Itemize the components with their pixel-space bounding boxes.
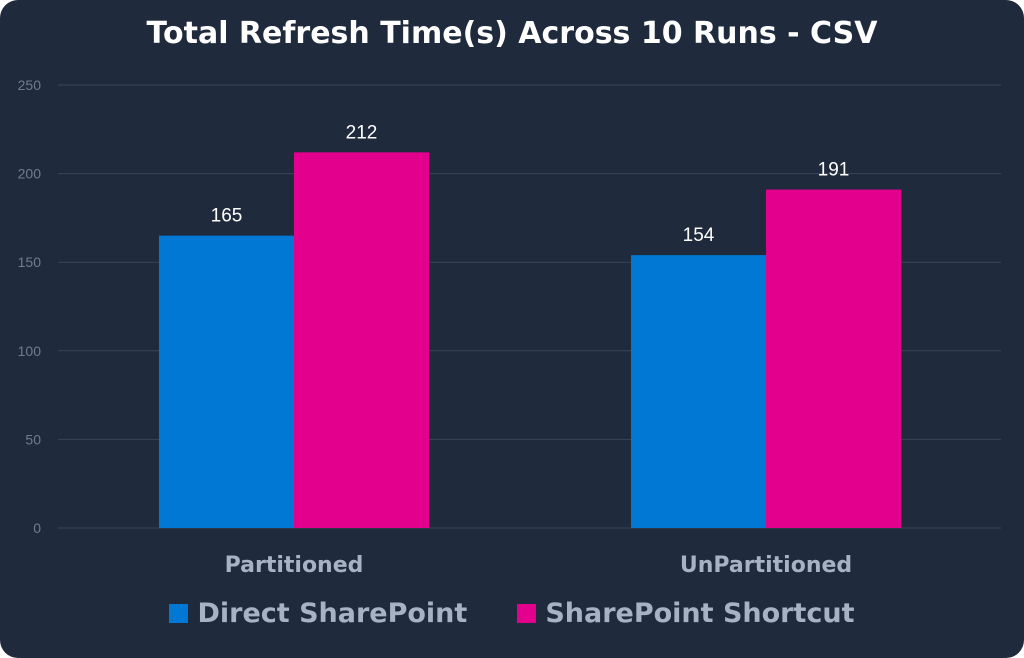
y-tick-label: 0 [33,520,41,536]
legend-label-direct-sharepoint: Direct SharePoint [197,598,468,629]
y-tick-label: 250 [18,77,42,93]
data-label: 212 [346,122,378,143]
legend-item-sharepoint-shortcut: SharePoint Shortcut [517,598,855,629]
legend-label-sharepoint-shortcut: SharePoint Shortcut [545,598,855,629]
y-tick-label: 200 [18,166,42,182]
data-label: 165 [211,206,243,227]
chart-legend: Direct SharePoint SharePoint Shortcut [0,598,1024,629]
data-label: 191 [818,160,850,181]
bar-direct-sharepoint-unpartitioned [631,255,766,528]
bar-direct-sharepoint-partitioned [159,235,294,528]
chart-title: Total Refresh Time(s) Across 10 Runs - C… [146,16,878,51]
legend-swatch-sharepoint-shortcut [517,604,537,623]
bar-sharepoint-shortcut-partitioned [294,152,429,528]
legend-item-direct-sharepoint: Direct SharePoint [169,598,467,629]
bar-sharepoint-shortcut-unpartitioned [766,189,901,528]
data-label: 154 [683,225,715,246]
legend-swatch-direct-sharepoint [169,604,189,623]
y-tick-label: 150 [18,254,42,270]
y-tick-label: 100 [18,343,42,359]
x-category-label: UnPartitioned [680,553,852,578]
x-category-label: Partitioned [225,553,364,578]
y-tick-label: 50 [25,431,41,447]
